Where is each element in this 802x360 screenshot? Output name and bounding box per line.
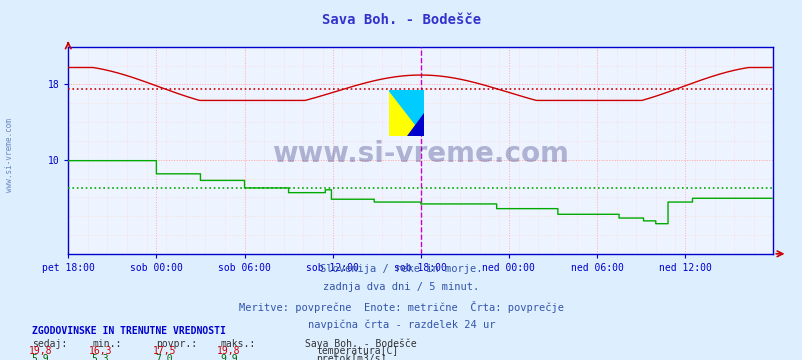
Text: 7,0: 7,0 (156, 354, 173, 360)
Text: Meritve: povprečne  Enote: metrične  Črta: povprečje: Meritve: povprečne Enote: metrične Črta:… (239, 301, 563, 313)
Text: 5,3: 5,3 (91, 354, 109, 360)
Text: pretok[m3/s]: pretok[m3/s] (316, 354, 387, 360)
Text: sedaj:: sedaj: (32, 339, 67, 349)
Polygon shape (388, 90, 423, 136)
Text: 17,5: 17,5 (152, 346, 176, 356)
Text: Sava Boh. - Bodešče: Sava Boh. - Bodešče (322, 13, 480, 27)
Text: www.si-vreme.com: www.si-vreme.com (272, 140, 569, 168)
Text: temperatura[C]: temperatura[C] (316, 346, 398, 356)
Polygon shape (406, 113, 423, 136)
Text: navpična črta - razdelek 24 ur: navpična črta - razdelek 24 ur (307, 320, 495, 330)
Text: ZGODOVINSKE IN TRENUTNE VREDNOSTI: ZGODOVINSKE IN TRENUTNE VREDNOSTI (32, 326, 225, 336)
Text: 19,8: 19,8 (28, 346, 52, 356)
Text: maks.:: maks.: (221, 339, 256, 349)
Text: Slovenija / reke in morje.: Slovenija / reke in morje. (320, 264, 482, 274)
Text: www.si-vreme.com: www.si-vreme.com (5, 118, 14, 192)
Text: 16,3: 16,3 (88, 346, 112, 356)
Text: 9,9: 9,9 (220, 354, 237, 360)
Text: povpr.:: povpr.: (156, 339, 197, 349)
Text: min.:: min.: (92, 339, 122, 349)
Polygon shape (388, 90, 423, 136)
Text: 19,8: 19,8 (217, 346, 241, 356)
Text: Sava Boh. - Bodešče: Sava Boh. - Bodešče (305, 339, 416, 349)
Text: 5,9: 5,9 (31, 354, 49, 360)
Text: zadnja dva dni / 5 minut.: zadnja dva dni / 5 minut. (323, 282, 479, 292)
